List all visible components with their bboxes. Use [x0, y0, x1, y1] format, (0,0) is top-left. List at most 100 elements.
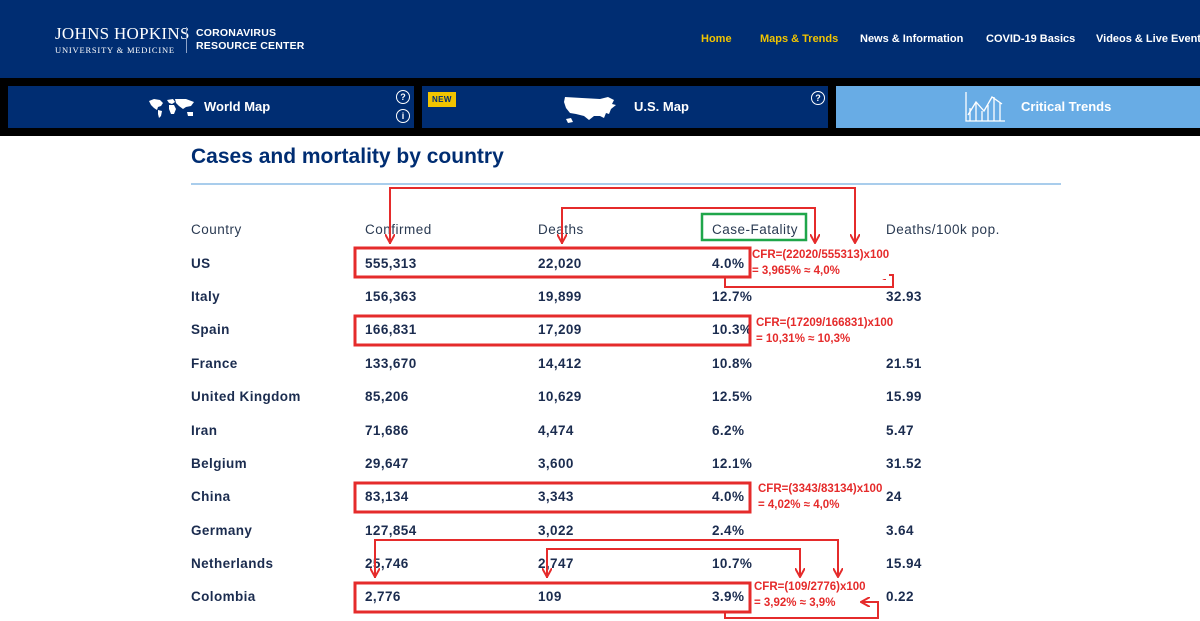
tab-us-map-label: U.S. Map — [634, 99, 689, 114]
cell-country: Germany — [191, 523, 253, 538]
cell-country: Belgium — [191, 456, 248, 471]
cell-deaths-per-100k: 0.22 — [886, 589, 914, 604]
nav-covid19-basics[interactable]: COVID-19 Basics — [986, 33, 1076, 45]
nav-maps-trends[interactable]: Maps & Trends — [760, 33, 839, 45]
header-deaths-per-100k[interactable]: Deaths/100k pop. — [886, 222, 1000, 237]
cell-deaths-per-100k: 5.47 — [886, 423, 914, 438]
table-row: Netherlands 25,746 2,747 10.7% 15.94 — [0, 556, 1200, 576]
nav-home[interactable]: Home — [701, 33, 732, 45]
help-icon[interactable]: ? — [811, 91, 825, 105]
annotation-colombia-formula: CFR=(109/2776)x100 — [754, 581, 866, 593]
info-icon[interactable]: i — [396, 109, 410, 123]
new-badge: NEW — [428, 92, 456, 107]
table-row: France 133,670 14,412 10.8% 21.51 — [0, 356, 1200, 376]
annotation-spain: CFR=(17209/166831)x100 = 10,31% ≈ 10,3% — [756, 315, 894, 347]
cell-country: US — [191, 256, 211, 271]
cell-country: Netherlands — [191, 556, 274, 571]
cell-deaths: 3,022 — [538, 523, 574, 538]
cell-case-fatality: 12.5% — [712, 389, 753, 404]
annotation-china: CFR=(3343/83134)x100 = 4,02% ≈ 4,0% — [758, 481, 883, 513]
cell-deaths: 2,747 — [538, 556, 574, 571]
cell-confirmed: 555,313 — [365, 256, 417, 271]
cell-deaths: 3,600 — [538, 456, 574, 471]
cell-confirmed: 166,831 — [365, 322, 417, 337]
annotation-china-formula: CFR=(3343/83134)x100 — [758, 483, 883, 495]
cell-case-fatality: 6.2% — [712, 423, 745, 438]
table-row: China 83,134 3,343 4.0% 24 — [0, 489, 1200, 509]
header-confirmed[interactable]: Confirmed — [365, 222, 432, 237]
cell-confirmed: 25,746 — [365, 556, 409, 571]
cell-country: Italy — [191, 289, 221, 304]
cell-deaths: 19,899 — [538, 289, 582, 304]
cell-country: France — [191, 356, 238, 371]
section-title: Cases and mortality by country — [191, 145, 504, 168]
cell-case-fatality: 10.3% — [712, 322, 753, 337]
annotation-us-formula: CFR=(22020/555313)x100 — [752, 249, 890, 261]
cell-country: Spain — [191, 322, 230, 337]
cell-deaths: 109 — [538, 589, 562, 604]
cell-country: Iran — [191, 423, 218, 438]
cell-case-fatality: 12.1% — [712, 456, 753, 471]
cell-confirmed: 133,670 — [365, 356, 417, 371]
cell-case-fatality: 12.7% — [712, 289, 753, 304]
annotation-spain-result: = 10,31% ≈ 10,3% — [756, 333, 851, 345]
cell-country: China — [191, 489, 231, 504]
header-deaths[interactable]: Deaths — [538, 222, 584, 237]
cell-deaths: 10,629 — [538, 389, 582, 404]
map-tabs-bar: World Map ? i NEW U.S. Map ? Critical Tr… — [0, 78, 1200, 136]
table-row: Iran 71,686 4,474 6.2% 5.47 — [0, 423, 1200, 443]
cell-deaths: 4,474 — [538, 423, 574, 438]
world-map-icon — [149, 99, 194, 118]
cell-country: Colombia — [191, 589, 256, 604]
nav-videos-live-events[interactable]: Videos & Live Events — [1096, 33, 1200, 45]
tab-world-map-label: World Map — [204, 99, 271, 114]
annotation-us: CFR=(22020/555313)x100 = 3,965% ≈ 4,0% — [752, 247, 890, 279]
cell-case-fatality: 4.0% — [712, 256, 745, 271]
table-row: Germany 127,854 3,022 2.4% 3.64 — [0, 523, 1200, 543]
table-row: Italy 156,363 19,899 12.7% 32.93 — [0, 289, 1200, 309]
title-underline — [191, 183, 1061, 185]
header-case-fatality[interactable]: Case-Fatality — [712, 222, 799, 237]
cell-deaths-per-100k: 15.99 — [886, 389, 922, 404]
nav-news-information[interactable]: News & Information — [860, 33, 964, 45]
cell-case-fatality: 3.9% — [712, 589, 745, 604]
tab-critical-trends-label: Critical Trends — [1021, 99, 1112, 114]
cell-deaths-per-100k: 32.93 — [886, 289, 922, 304]
logo-primary-text: JOHNS HOPKINS — [55, 24, 190, 43]
cell-deaths-per-100k: 15.94 — [886, 556, 922, 571]
tab-world-map[interactable]: World Map ? i — [8, 86, 414, 128]
cell-case-fatality: 10.7% — [712, 556, 753, 571]
logo-center-line1: CORONAVIRUS — [196, 27, 277, 39]
header-country[interactable]: Country — [191, 222, 242, 237]
annotation-us-result: = 3,965% ≈ 4,0% — [752, 265, 840, 277]
jhu-logo[interactable]: JOHNS HOPKINS UNIVERSITY & MEDICINE — [55, 24, 190, 55]
cell-confirmed: 83,134 — [365, 489, 409, 504]
tab-us-map[interactable]: NEW U.S. Map ? — [422, 86, 828, 128]
cell-case-fatality: 4.0% — [712, 489, 745, 504]
cell-confirmed: 156,363 — [365, 289, 417, 304]
cell-country: United Kingdom — [191, 389, 301, 404]
annotation-china-result: = 4,02% ≈ 4,0% — [758, 499, 840, 511]
trend-chart-icon — [965, 92, 1005, 122]
cell-deaths: 17,209 — [538, 322, 582, 337]
annotation-colombia: CFR=(109/2776)x100 = 3,92% ≈ 3,9% — [754, 579, 866, 611]
cell-deaths: 14,412 — [538, 356, 582, 371]
cell-confirmed: 85,206 — [365, 389, 409, 404]
cell-confirmed: 2,776 — [365, 589, 401, 604]
cell-deaths: 22,020 — [538, 256, 582, 271]
table-row: United Kingdom 85,206 10,629 12.5% 15.99 — [0, 389, 1200, 409]
table-row: US 555,313 22,020 4.0% — [0, 256, 1200, 276]
resource-center-logo[interactable]: CORONAVIRUS RESOURCE CENTER — [196, 27, 305, 53]
cell-case-fatality: 2.4% — [712, 523, 745, 538]
cell-case-fatality: 10.8% — [712, 356, 753, 371]
logo-divider — [186, 27, 187, 53]
annotation-colombia-result: = 3,92% ≈ 3,9% — [754, 597, 836, 609]
help-icon[interactable]: ? — [396, 90, 410, 104]
table-row: Colombia 2,776 109 3.9% 0.22 — [0, 589, 1200, 609]
logo-center-line2: RESOURCE CENTER — [196, 40, 305, 52]
annotation-spain-formula: CFR=(17209/166831)x100 — [756, 317, 894, 329]
cell-confirmed: 127,854 — [365, 523, 417, 538]
table-row: Spain 166,831 17,209 10.3% — [0, 322, 1200, 342]
cell-deaths: 3,343 — [538, 489, 574, 504]
tab-critical-trends[interactable]: Critical Trends — [836, 86, 1200, 128]
